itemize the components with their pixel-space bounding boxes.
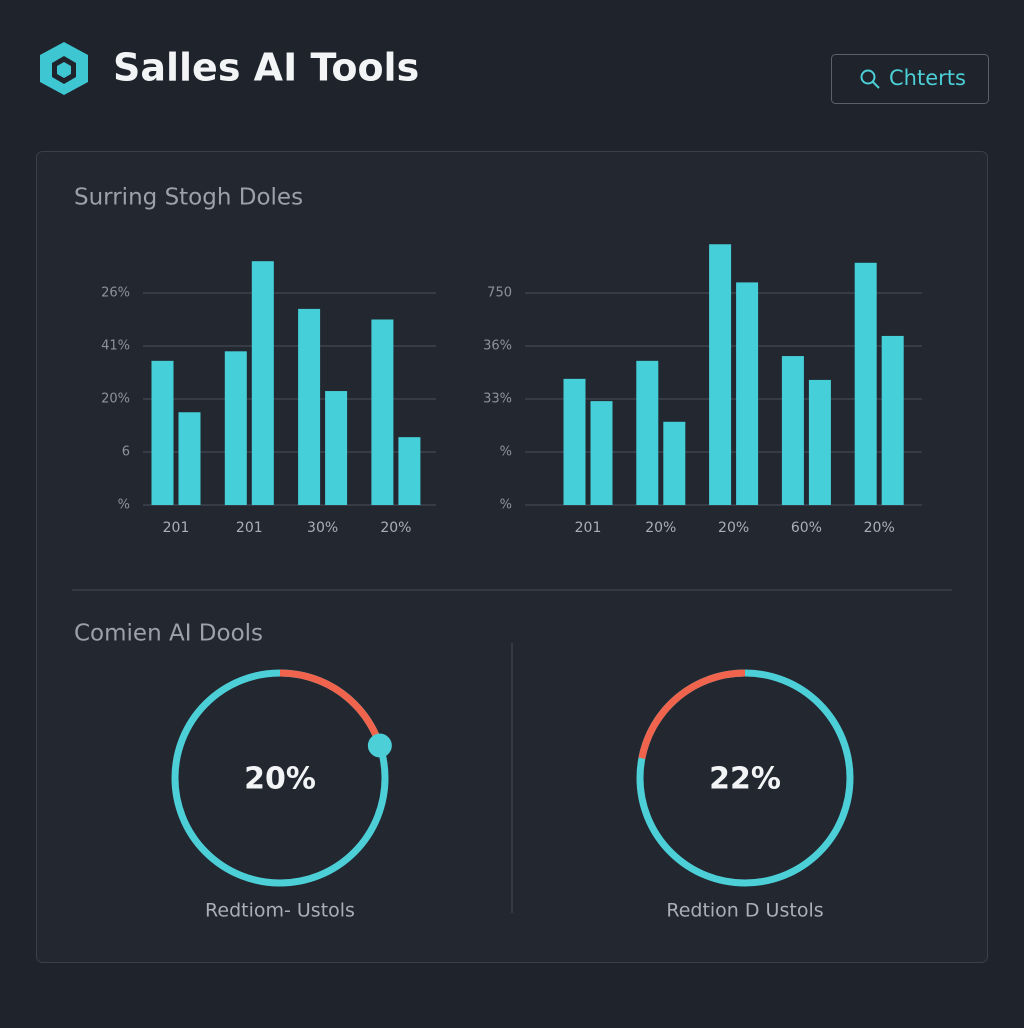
search-icon-handle[interactable] [872, 81, 880, 89]
gauge-arc [638, 669, 746, 759]
gauge-label: Redtion D Ustols [666, 900, 823, 922]
y-tick-label: 6 [122, 445, 130, 460]
x-tick-label: 60% [791, 520, 822, 536]
bar [736, 282, 759, 505]
bar [371, 319, 394, 505]
x-tick-label: 201 [236, 520, 263, 536]
gauge-value: 22% [709, 762, 781, 797]
bar [781, 356, 804, 505]
x-tick-label: 201 [163, 520, 190, 536]
bar [808, 379, 831, 505]
search-icon[interactable] [860, 69, 876, 85]
x-tick-label: 20% [380, 520, 411, 536]
bar [854, 262, 877, 505]
logo [40, 42, 88, 95]
y-tick-label: 41% [101, 339, 130, 354]
bar [881, 335, 904, 505]
charts-button[interactable]: Chterts [831, 54, 989, 104]
gauge-label: Redtiom- Ustols [205, 900, 355, 922]
gauge-knob [367, 733, 392, 758]
bar [590, 401, 613, 505]
y-tick-label: % [118, 498, 130, 513]
button-label[interactable]: Chterts [889, 66, 966, 90]
y-tick-label: 36% [483, 339, 512, 354]
bar [663, 421, 686, 505]
bar [298, 308, 321, 505]
bar [151, 360, 174, 505]
app-title: Salles AI Tools [113, 46, 419, 90]
y-tick-label: % [500, 445, 512, 460]
y-tick-label: 26% [101, 286, 130, 301]
section-title: Comien AI Dools [74, 621, 263, 647]
y-tick-label: 33% [483, 392, 512, 407]
bar [709, 244, 732, 506]
x-tick-label: 20% [718, 520, 749, 536]
button-frame[interactable] [831, 54, 989, 104]
bar [636, 360, 659, 505]
x-tick-label: 30% [307, 520, 338, 536]
y-tick-label: 20% [101, 392, 130, 407]
x-tick-label: 201 [575, 520, 602, 536]
section-title: Surring Stogh Doles [74, 185, 303, 211]
x-tick-label: 20% [645, 520, 676, 536]
gauge-arc [279, 669, 384, 747]
bar [563, 378, 586, 505]
y-tick-label: 750 [487, 286, 512, 301]
bar [224, 351, 247, 505]
bar [178, 412, 201, 505]
x-tick-label: 20% [864, 520, 895, 536]
y-tick-label: % [500, 498, 512, 513]
gauge-value: 20% [244, 762, 316, 797]
bar [398, 437, 421, 505]
bar [325, 391, 348, 505]
bar [251, 261, 274, 505]
